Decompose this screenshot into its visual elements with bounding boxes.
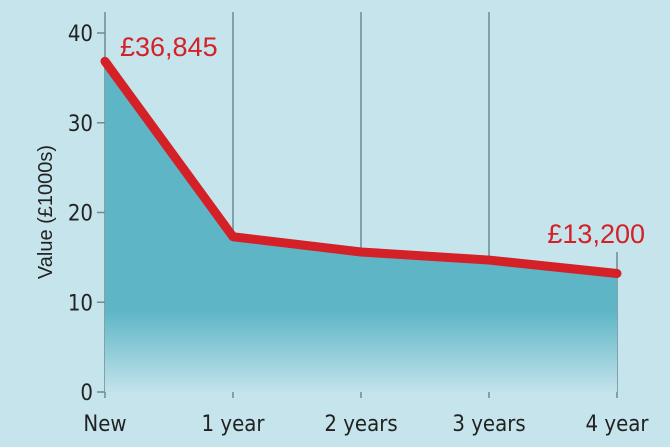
y-axis-label: Value (£1000s)	[35, 145, 57, 279]
x-tick-label: New	[83, 412, 126, 437]
area-fill	[105, 61, 617, 392]
y-tick-label: 40	[68, 22, 93, 47]
value-line	[100, 56, 622, 279]
annotation-4-year: £13,200	[547, 219, 645, 249]
x-tick-label: 4 year	[585, 412, 649, 437]
x-tick-label: 1 year	[201, 412, 265, 437]
y-tick-label: 0	[80, 381, 93, 406]
x-tick-label: 2 years	[324, 412, 397, 437]
x-tick-label: 3 years	[452, 412, 525, 437]
y-tick-label: 20	[68, 202, 93, 227]
y-tick-label: 10	[68, 291, 93, 316]
annotation-new: £36,845	[120, 32, 218, 62]
y-tick-label: 30	[68, 112, 93, 137]
